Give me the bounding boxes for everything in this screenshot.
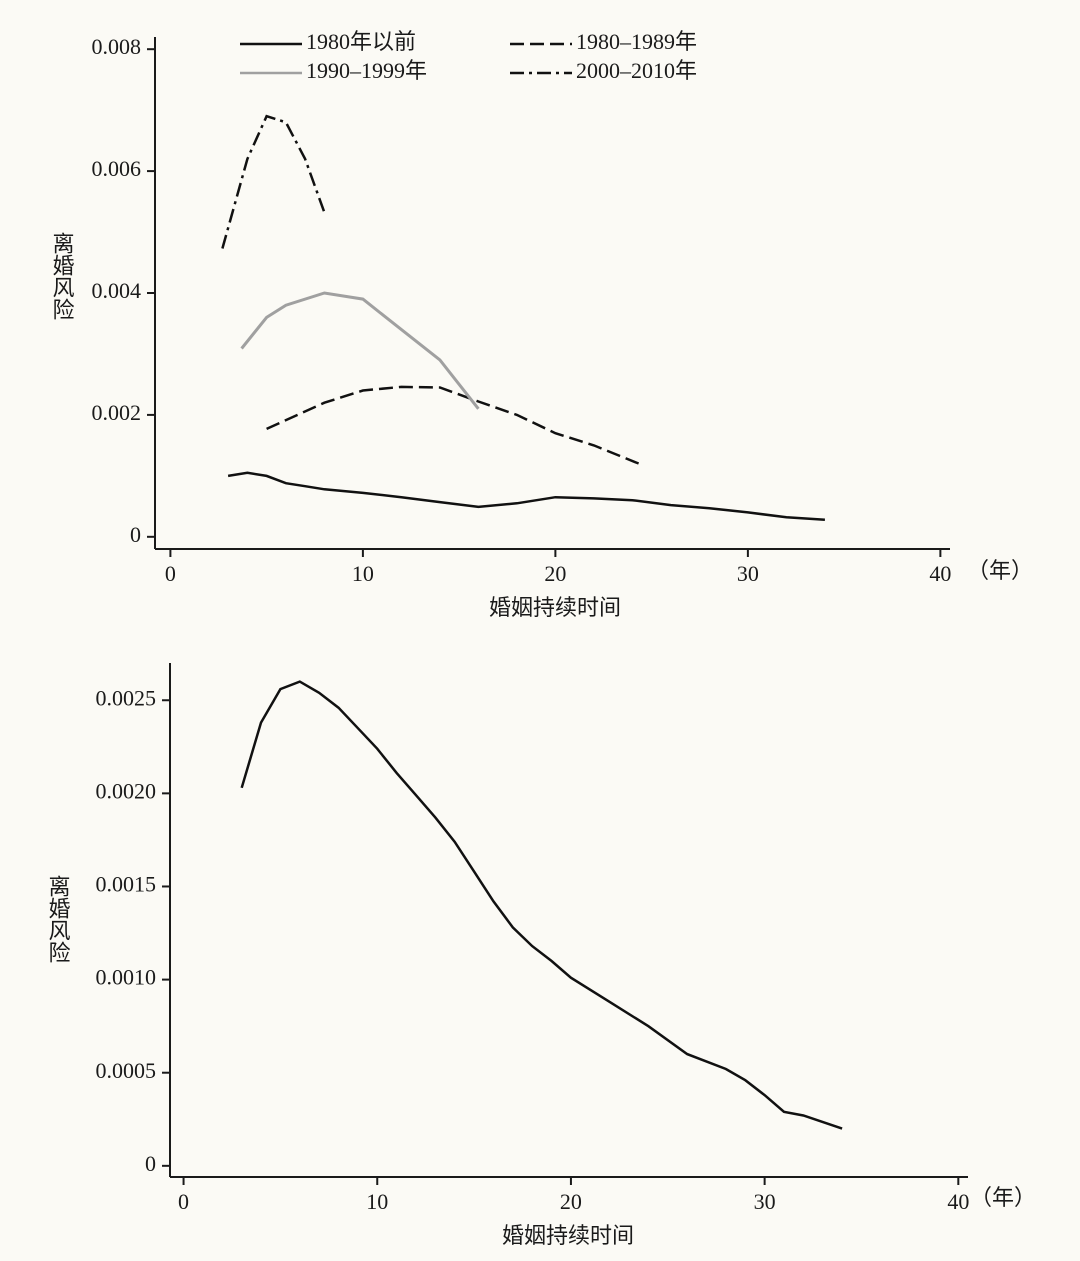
- y-tick-label: 0: [145, 1151, 156, 1176]
- x-tick-label: 10: [352, 561, 374, 586]
- y-axis-label: 离婚风险: [50, 232, 75, 320]
- x-unit: （年）: [970, 1185, 1036, 1210]
- y-tick-label: 0.0015: [96, 872, 157, 897]
- legend-label: 1980–1989年: [576, 29, 697, 54]
- series-line: [266, 385, 643, 467]
- y-tick-label: 0.006: [92, 156, 142, 181]
- x-tick-label: 30: [754, 1189, 776, 1214]
- legend-label: 1980年以前: [306, 29, 416, 54]
- x-tick-label: 0: [178, 1189, 189, 1214]
- x-tick-label: 20: [544, 561, 566, 586]
- x-axis-label: 婚姻持续时间: [502, 1223, 634, 1248]
- x-tick-label: 20: [560, 1189, 582, 1214]
- x-axis-label: 婚姻持续时间: [489, 595, 621, 620]
- y-tick-label: 0: [130, 522, 141, 547]
- x-tick-label: 40: [947, 1189, 969, 1214]
- x-tick-label: 30: [737, 561, 759, 586]
- series-line: [240, 680, 843, 1130]
- legend-label: 1990–1999年: [306, 58, 427, 83]
- x-tick-label: 0: [165, 561, 176, 586]
- x-tick-label: 10: [366, 1189, 388, 1214]
- y-tick-label: 0.0025: [96, 685, 157, 710]
- y-tick-label: 0.008: [92, 34, 142, 59]
- y-tick-label: 0.0020: [96, 778, 157, 803]
- x-unit: （年）: [967, 558, 1033, 583]
- y-tick-label: 0.002: [92, 400, 142, 425]
- legend-label: 2000–2010年: [576, 58, 697, 83]
- series-line: [227, 471, 825, 521]
- series-line: [221, 114, 326, 249]
- y-tick-label: 0.0005: [96, 1058, 157, 1083]
- y-axis-label: 离婚风险: [46, 875, 71, 963]
- x-tick-label: 40: [929, 561, 951, 586]
- y-tick-label: 0.004: [92, 278, 142, 303]
- y-tick-label: 0.0010: [96, 965, 157, 990]
- series-line: [240, 291, 480, 410]
